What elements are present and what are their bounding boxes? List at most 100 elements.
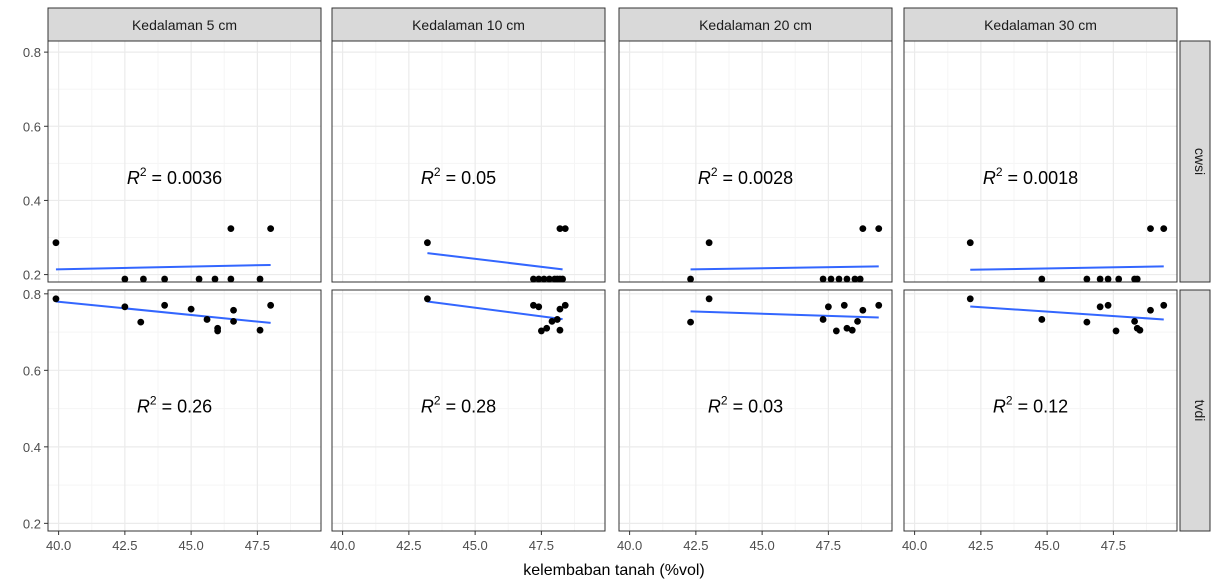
data-point [424,239,431,247]
x-tick-label: 40.0 [330,538,355,553]
data-point [424,295,431,303]
data-point [545,275,553,283]
data-point [211,275,219,283]
y-tick-label: 0.2 [23,268,41,283]
facet-strip-label: Kedalaman 20 cm [699,17,812,33]
data-point [1104,301,1112,309]
panel-background [619,41,892,282]
facet-strip-column [331,7,606,42]
data-point [1038,275,1046,283]
panel-border [618,40,893,283]
data-point [1096,275,1104,283]
x-tick-label: 47.5 [245,538,270,553]
data-point [1038,316,1046,323]
y-tick-label: 0.4 [23,193,41,208]
facet-strip-row [1179,40,1211,283]
data-point [561,225,569,233]
fit-line [970,265,1164,271]
r-squared-label: R2 = 0.28 [421,394,496,417]
data-point [1096,303,1104,311]
data-point [195,275,203,283]
data-point [1136,326,1144,334]
panel-data: R2 = 0.05 [421,165,569,283]
data-point [966,239,974,247]
panel-border [618,289,893,532]
fit-line [690,310,879,319]
data-point [203,316,211,323]
panel-border [47,289,322,532]
data-point [859,306,867,314]
data-point [1112,327,1120,335]
x-tick-label: 40.0 [902,538,927,553]
r-squared-label: R2 = 0.26 [137,394,212,417]
fit-line [690,265,879,271]
x-tick-label: 40.0 [617,538,642,553]
data-point [227,275,235,283]
facet-strip-label: Kedalaman 30 cm [984,17,1097,33]
data-point [161,301,169,309]
data-point [687,318,694,326]
data-point [840,301,848,309]
data-point [548,317,556,325]
data-point [1083,318,1091,326]
fit-line [970,305,1164,321]
data-point [705,239,713,247]
data-point [819,316,827,323]
x-tick-label: 45.0 [178,538,203,553]
data-point [848,326,856,334]
data-point [227,225,235,233]
y-tick-label: 0.2 [23,516,41,531]
x-tick-label: 42.5 [112,538,137,553]
fit-line [427,300,563,321]
data-point [843,324,851,332]
y-tick-label: 0.8 [23,45,41,60]
panel-background [48,290,321,531]
panel-data: R2 = 0.0018 [966,165,1168,283]
panel-border [903,289,1178,532]
data-point [267,301,275,309]
data-point [530,301,537,309]
data-point [230,317,237,325]
r-squared-label: R2 = 0.05 [421,165,496,188]
data-point [1147,306,1154,314]
data-point [52,295,60,303]
x-tick-label: 47.5 [529,538,554,553]
data-point [1104,275,1112,283]
data-point [121,275,129,283]
data-point [537,327,545,335]
data-point [819,275,827,283]
r-squared-label: R2 = 0.03 [708,394,783,417]
data-point [121,303,129,311]
facet-strip-column [618,7,893,42]
y-tick-label: 0.6 [23,119,41,134]
facet-panel [331,40,606,283]
x-tick-label: 47.5 [816,538,841,553]
data-point [530,275,537,283]
data-point [1133,275,1141,283]
x-tick-label: 42.5 [683,538,708,553]
data-point [556,305,564,313]
data-point [1131,317,1138,325]
panel-data: R2 = 0.0036 [52,165,275,283]
panel-data: R2 = 0.12 [966,295,1168,417]
facet-strip-label: Kedalaman 5 cm [132,17,237,33]
y-tick-label: 0.8 [23,287,41,302]
data-point [835,275,843,283]
data-point [1160,301,1168,309]
data-point [161,275,169,283]
facet-strip-label: Kedalaman 10 cm [412,17,525,33]
data-point [832,327,840,335]
facet-strip-row-label: cwsi [1192,148,1208,175]
facet-panel [47,289,322,532]
facet-panel [618,289,893,532]
data-point [1083,275,1091,283]
data-point [1115,275,1123,283]
facet-strip-column [903,7,1178,42]
x-tick-label: 45.0 [1034,538,1059,553]
fit-line [427,252,563,271]
fit-line [55,263,271,271]
facet-strip-row-label: tvdi [1192,400,1208,422]
data-point [137,318,145,326]
panel-data: R2 = 0.26 [52,295,275,417]
